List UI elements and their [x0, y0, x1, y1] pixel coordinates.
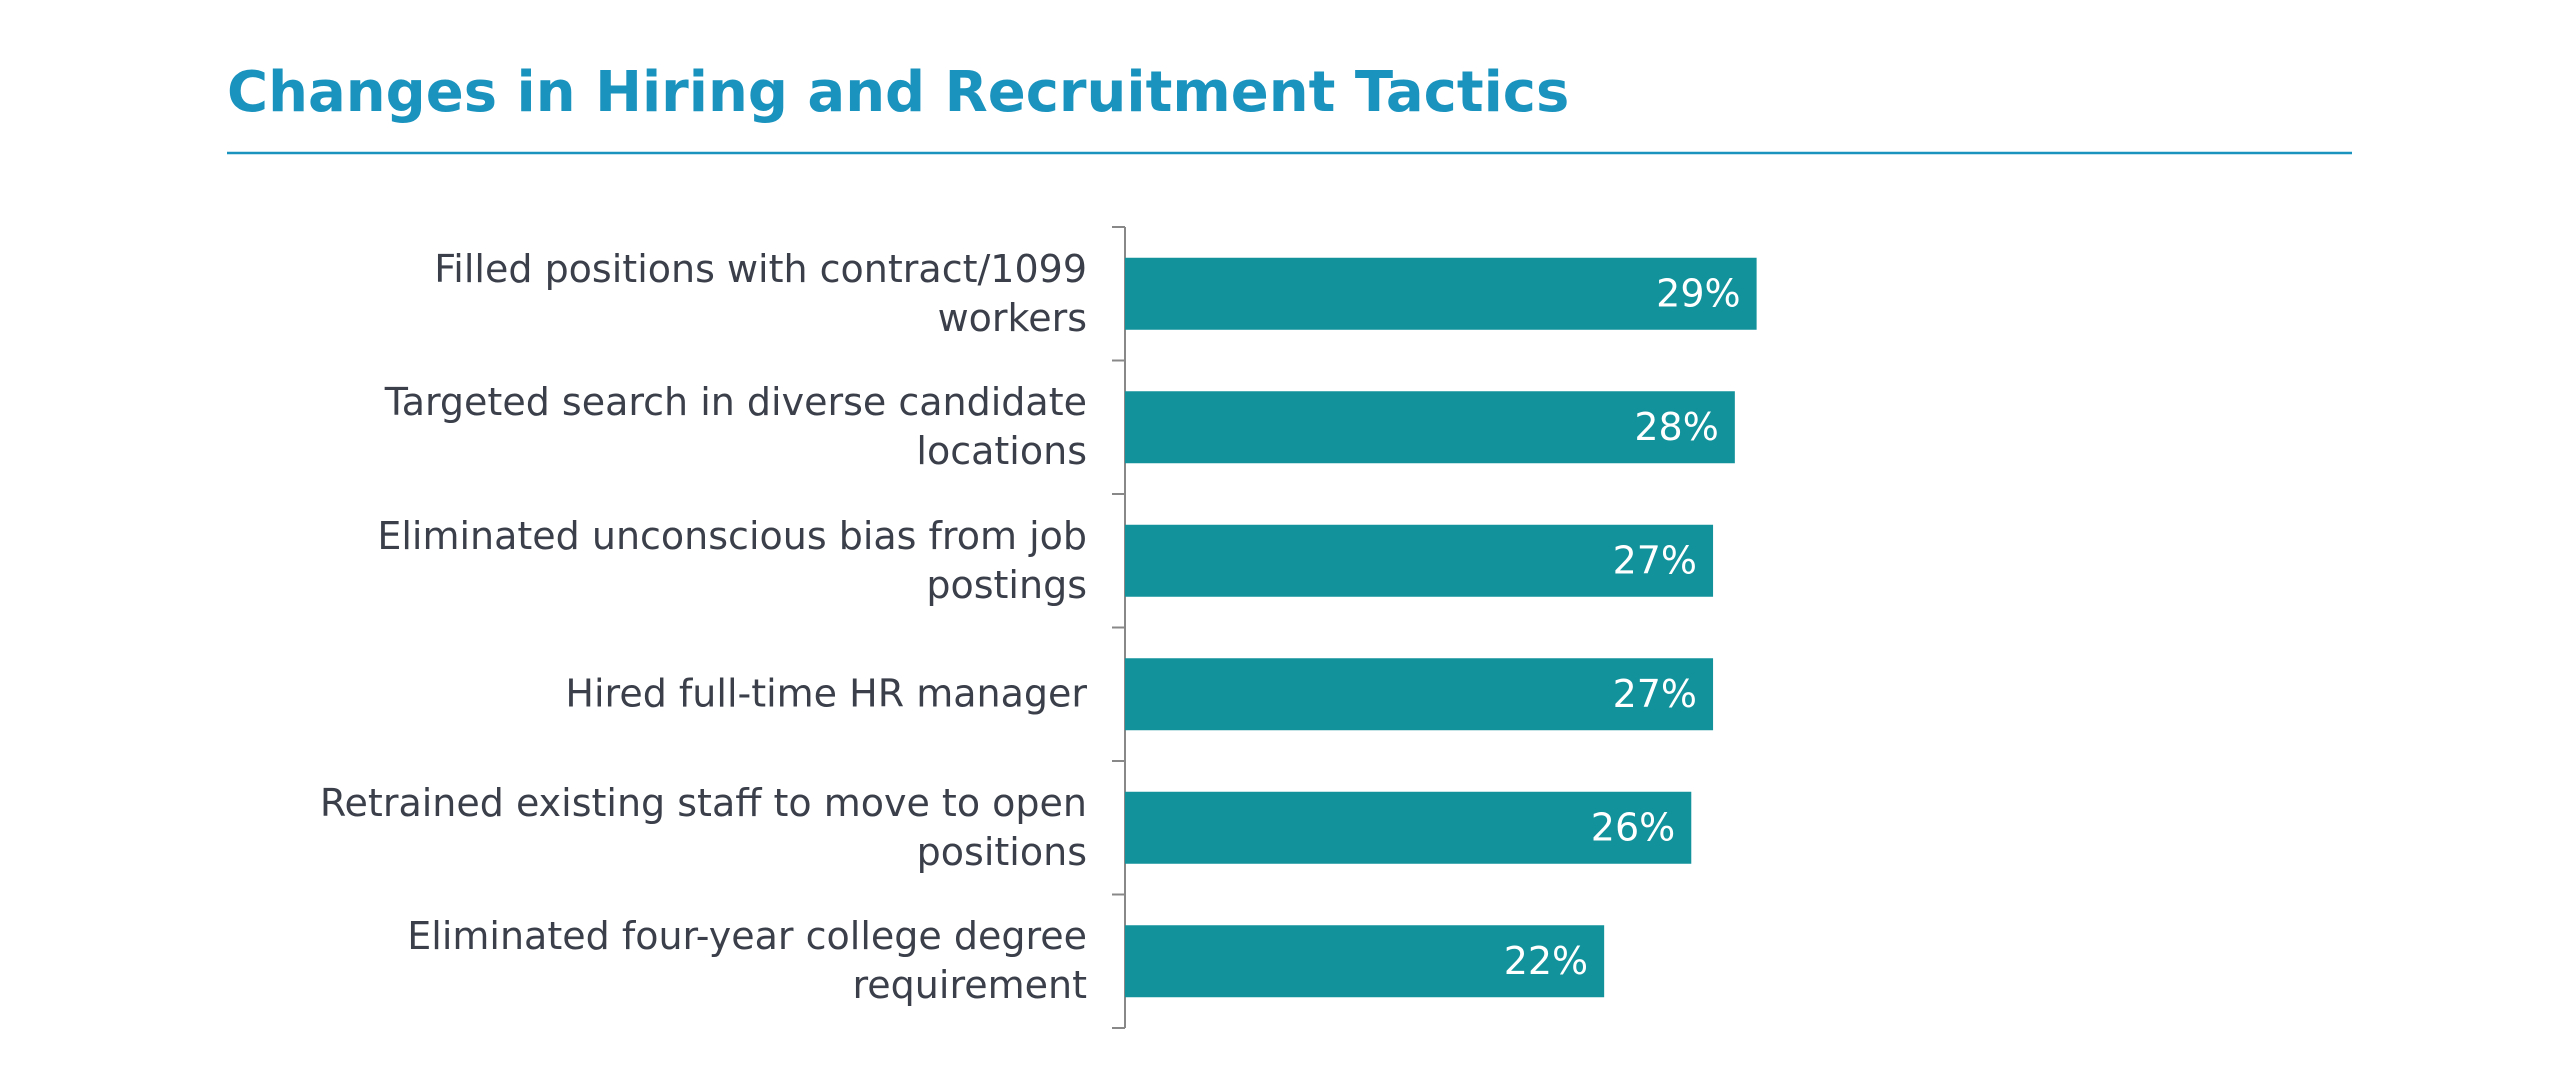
- bar: [1125, 658, 1714, 731]
- bar: [1125, 524, 1714, 597]
- chart-title: Changes in Hiring and Recruitment Tactic…: [227, 60, 1570, 125]
- value-label: 27%: [1613, 672, 1697, 716]
- category-label: Eliminated unconscious bias from job pos…: [377, 513, 1087, 607]
- category-label: Filled positions with contract/1099 work…: [434, 246, 1087, 340]
- bar: [1125, 257, 1757, 330]
- category-label: Eliminated four-year college degree requ…: [407, 914, 1087, 1008]
- value-label: 29%: [1656, 271, 1740, 315]
- category-label: Retrained existing staff to move to open…: [319, 780, 1087, 874]
- category-label: Targeted search in diverse candidate loc…: [384, 380, 1087, 474]
- category-label: Hired full-time HR manager: [565, 671, 1087, 716]
- bar: [1125, 391, 1735, 464]
- value-label: 28%: [1634, 405, 1718, 449]
- value-label: 27%: [1613, 538, 1697, 582]
- bar: [1125, 925, 1605, 998]
- bar: [1125, 791, 1692, 864]
- value-label: 22%: [1504, 939, 1588, 983]
- value-label: 26%: [1591, 805, 1675, 849]
